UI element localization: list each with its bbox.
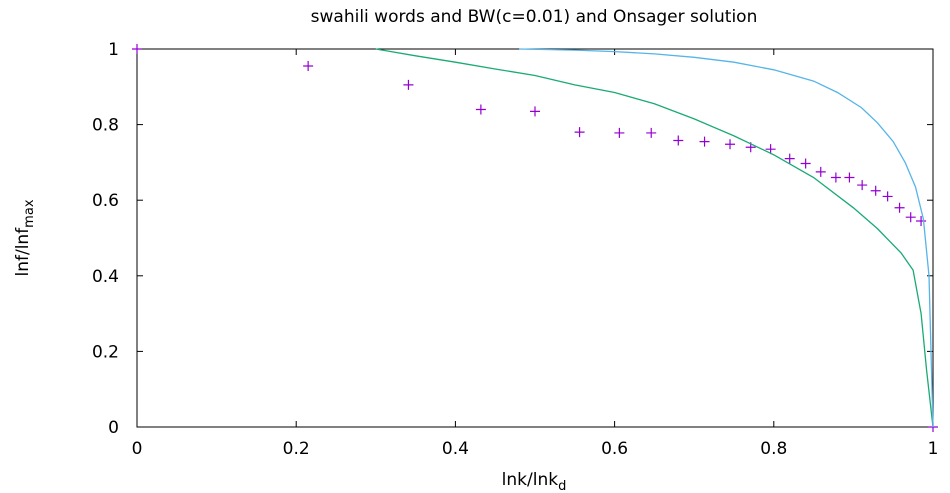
data-point bbox=[530, 106, 540, 117]
data-point bbox=[132, 44, 142, 54]
series-line-3 bbox=[519, 48, 934, 428]
data-point bbox=[765, 144, 776, 155]
x-tick-label: 0.8 bbox=[760, 439, 787, 459]
data-point bbox=[784, 153, 795, 164]
ticks: 0 0.2 0.4 0.6 0.8 1 0 0.2 0.4 0.6 0.8 1 bbox=[92, 40, 938, 459]
data-point bbox=[815, 166, 826, 177]
data-point bbox=[916, 215, 927, 226]
y-tick-label: 0 bbox=[108, 418, 119, 438]
data-point bbox=[475, 104, 486, 115]
x-axis-label: lnk/lnkd bbox=[502, 470, 567, 493]
data-point bbox=[800, 158, 811, 169]
series-line-2 bbox=[375, 48, 934, 428]
y-tick-label: 0.6 bbox=[92, 191, 119, 211]
chart-title: swahili words and BW(c=0.01) and Onsager… bbox=[311, 7, 758, 27]
data-point bbox=[894, 202, 905, 213]
data-point bbox=[303, 61, 314, 72]
data-point bbox=[673, 135, 684, 146]
data-point bbox=[905, 212, 916, 223]
data-point bbox=[646, 127, 657, 138]
x-tick-label: 0.2 bbox=[283, 439, 310, 459]
y-axis-label: lnf/lnfmax bbox=[13, 199, 37, 276]
x-tick-label: 0.6 bbox=[601, 439, 628, 459]
y-tick-label: 0.2 bbox=[92, 342, 119, 362]
y-tick-label: 1 bbox=[108, 40, 119, 60]
series-points-1 bbox=[132, 44, 938, 432]
plot-frame bbox=[136, 48, 934, 428]
data-point bbox=[870, 185, 881, 196]
data-point bbox=[699, 136, 710, 147]
data-point bbox=[614, 127, 625, 138]
data-point bbox=[574, 127, 585, 138]
data-point bbox=[830, 172, 841, 183]
y-tick-label: 0.4 bbox=[92, 267, 119, 287]
x-tick-label: 1 bbox=[928, 439, 939, 459]
data-point bbox=[403, 79, 414, 90]
series-layer bbox=[132, 44, 938, 432]
x-axis-label-main: lnk/lnk bbox=[502, 470, 559, 490]
x-axis-label-sub: d bbox=[558, 479, 566, 493]
y-tick-label: 0.8 bbox=[92, 116, 119, 136]
data-point bbox=[725, 139, 736, 150]
x-tick-label: 0.4 bbox=[442, 439, 469, 459]
data-point bbox=[844, 172, 855, 183]
data-point bbox=[857, 180, 868, 191]
data-point bbox=[882, 191, 893, 202]
x-tick-label: 0 bbox=[132, 439, 143, 459]
y-axis-label-main: lnf/lnf bbox=[13, 227, 33, 277]
y-axis-label-sub: max bbox=[22, 199, 37, 228]
